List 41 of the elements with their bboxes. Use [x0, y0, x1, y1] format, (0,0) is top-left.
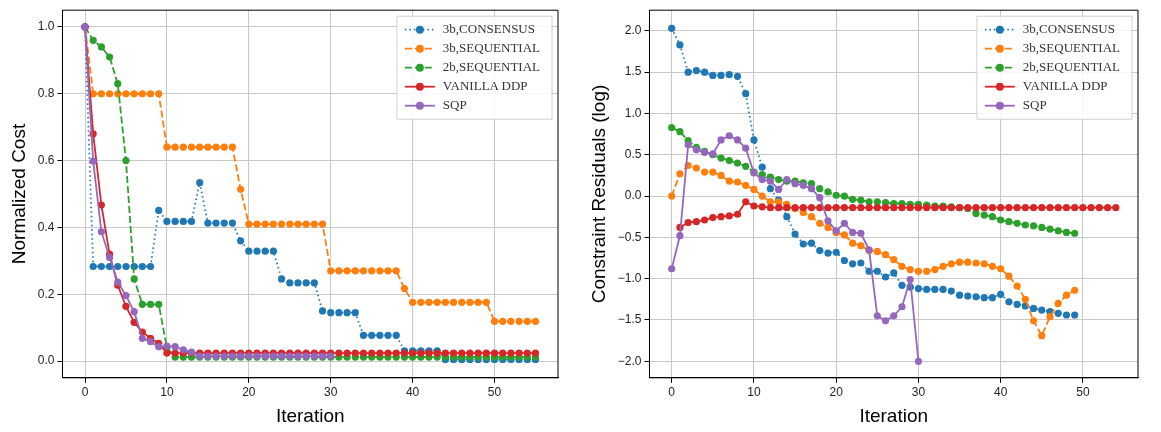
y-tick-label: −0.5 — [617, 229, 642, 244]
x-tick-label: 40 — [993, 385, 1008, 400]
y-tick-label: 0.2 — [37, 286, 55, 301]
y-tick-label: −2.0 — [617, 353, 642, 368]
y-tick-label: 0.0 — [624, 188, 642, 203]
y-tick-label: 1.5 — [624, 64, 642, 79]
x-tick-label: 20 — [829, 385, 844, 400]
y-tick-label: 0.4 — [37, 219, 55, 234]
y-tick-label: −1.5 — [617, 312, 642, 327]
legend-label: SQP — [1022, 97, 1047, 113]
legend-label: 3b,CONSENSUS — [442, 21, 535, 37]
legend-label: 2b,SEQUENTIAL — [1022, 59, 1121, 75]
y-tick-label: 0.6 — [37, 152, 55, 167]
x-tick-label: 0 — [668, 385, 676, 400]
x-tick-label: 40 — [405, 385, 420, 400]
y-tick-label: −1.0 — [617, 270, 642, 285]
legend-label: SQP — [442, 97, 467, 113]
x-tick-label: 50 — [1076, 385, 1090, 400]
legend-label: VANILLA DDP — [1022, 78, 1108, 94]
y-tick-label: 0.8 — [37, 86, 55, 101]
y-tick-label: 1.0 — [37, 19, 55, 34]
y-tick-label: 0.0 — [37, 353, 55, 368]
x-axis-title: Iteration — [859, 404, 929, 426]
x-axis-title: Iteration — [275, 404, 345, 426]
x-tick-label: 50 — [487, 385, 502, 400]
legend-label: VANILLA DDP — [442, 78, 528, 94]
y-tick-label: 0.5 — [624, 147, 642, 162]
x-tick-label: 30 — [324, 385, 338, 400]
x-tick-label: 20 — [242, 385, 256, 400]
legend-label: 2b,SEQUENTIAL — [442, 59, 541, 75]
legend-label: 3b,SEQUENTIAL — [442, 40, 541, 56]
x-tick-label: 30 — [911, 385, 926, 400]
y-tick-label: 2.0 — [624, 23, 642, 38]
y-tick-label: 1.0 — [624, 105, 642, 120]
legend-label: 3b,SEQUENTIAL — [1022, 40, 1121, 56]
x-tick-label: 10 — [747, 385, 761, 400]
y-axis-title: Constraint Residuals (log) — [587, 84, 609, 304]
x-tick-label: 0 — [81, 385, 89, 400]
x-tick-label: 10 — [160, 385, 174, 400]
legend-label: 3b,CONSENSUS — [1022, 21, 1115, 37]
y-axis-title: Normalized Cost — [7, 123, 29, 265]
